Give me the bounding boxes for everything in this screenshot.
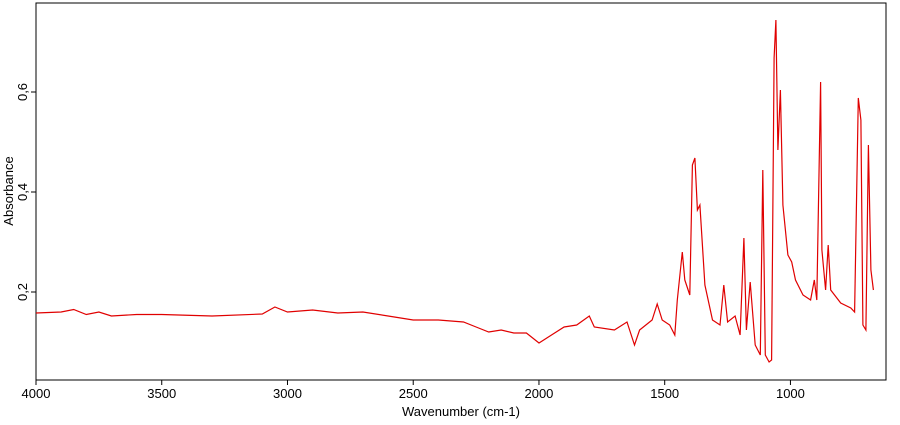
plot-frame	[35, 2, 887, 381]
x-tick-label: 4000	[22, 386, 51, 401]
x-tick-label: 2000	[524, 386, 553, 401]
spectrum-line	[35, 19, 874, 363]
x-tick-label: 3500	[147, 386, 176, 401]
y-tick-label: 0,6	[15, 83, 30, 101]
x-axis-label: Wavenumber (cm-1)	[402, 404, 520, 419]
y-tick-label: 0,2	[15, 283, 30, 301]
x-tick-label: 1000	[776, 386, 805, 401]
y-tick-label: 0,4	[15, 183, 30, 201]
y-axis-label: Absorbance	[1, 156, 16, 225]
x-tick-label: 3000	[273, 386, 302, 401]
x-tick-label: 1500	[650, 386, 679, 401]
x-tick-label: 2500	[399, 386, 428, 401]
